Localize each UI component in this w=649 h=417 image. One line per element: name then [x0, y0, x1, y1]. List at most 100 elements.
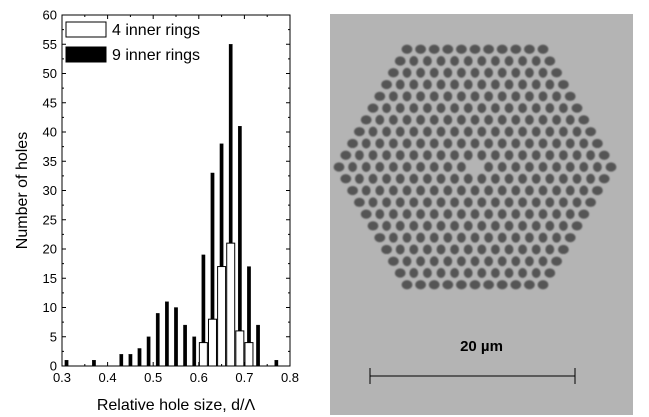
air-hole: [565, 114, 575, 125]
air-hole: [429, 162, 439, 172]
x-tick-label: 0.6: [190, 370, 208, 385]
air-hole: [375, 162, 385, 172]
air-hole: [586, 173, 595, 184]
air-hole: [423, 220, 432, 231]
air-hole: [491, 103, 500, 114]
air-hole: [450, 150, 459, 161]
air-hole: [511, 138, 521, 149]
air-hole: [525, 91, 534, 102]
air-hole: [579, 185, 589, 196]
air-hole: [389, 185, 398, 196]
air-hole: [463, 220, 473, 231]
air-hole: [402, 91, 412, 102]
air-hole: [428, 280, 440, 290]
air-hole: [531, 55, 541, 66]
air-hole: [579, 138, 589, 149]
air-hole: [484, 67, 493, 78]
air-hole: [551, 68, 562, 78]
air-hole: [531, 79, 541, 90]
air-hole: [423, 55, 432, 66]
air-hole: [450, 220, 459, 231]
air-hole: [470, 185, 480, 196]
air-hole: [477, 55, 487, 66]
air-hole: [578, 115, 590, 125]
air-hole: [518, 55, 527, 66]
air-hole: [382, 197, 391, 208]
x-tick-label: 0.4: [99, 370, 117, 385]
air-hole: [382, 173, 391, 184]
air-hole: [497, 162, 507, 172]
air-hole: [511, 232, 521, 243]
air-hole: [551, 256, 562, 266]
air-hole: [504, 55, 514, 66]
air-hole: [409, 268, 419, 279]
air-hole: [409, 103, 419, 114]
air-hole: [463, 268, 473, 279]
y-tick-label: 15: [43, 271, 57, 286]
legend-label: 9 inner rings: [112, 47, 200, 64]
x-tick-label: 0.5: [144, 370, 162, 385]
y-axis-label: Number of holes: [14, 132, 31, 249]
air-hole: [470, 232, 480, 243]
air-hole: [518, 197, 527, 208]
air-hole: [409, 55, 419, 66]
air-hole: [484, 138, 493, 149]
air-hole: [538, 114, 548, 125]
air-hole: [511, 256, 521, 267]
air-hole: [491, 126, 500, 137]
air-hole: [443, 114, 453, 125]
air-hole: [491, 173, 500, 184]
bar-9-rings: [119, 354, 124, 367]
air-hole: [463, 150, 473, 161]
air-hole: [552, 209, 561, 220]
air-hole: [388, 68, 399, 78]
air-hole: [470, 67, 480, 78]
air-hole: [504, 197, 514, 208]
air-hole: [504, 173, 514, 184]
air-hole: [477, 150, 487, 161]
air-hole: [531, 197, 541, 208]
air-hole: [402, 185, 412, 196]
air-hole: [436, 173, 446, 184]
air-hole: [524, 44, 535, 54]
air-hole: [538, 256, 548, 267]
air-hole: [450, 173, 459, 184]
air-hole: [442, 44, 454, 54]
air-hole: [537, 280, 549, 290]
air-hole: [381, 79, 392, 90]
air-hole: [423, 268, 432, 279]
bar-9-rings: [174, 307, 178, 367]
air-hole: [497, 67, 507, 78]
air-hole: [497, 114, 507, 125]
air-hole: [415, 280, 426, 290]
air-hole: [578, 209, 590, 219]
air-hole: [491, 220, 500, 231]
air-hole: [483, 280, 494, 290]
air-hole: [558, 244, 569, 255]
air-hole: [402, 67, 412, 78]
air-hole: [423, 79, 432, 90]
air-hole: [592, 138, 603, 149]
air-hole: [510, 280, 522, 290]
air-hole: [436, 103, 446, 114]
air-hole: [504, 79, 514, 90]
air-hole: [491, 244, 500, 255]
air-hole: [469, 280, 481, 290]
air-hole: [423, 197, 432, 208]
air-hole: [395, 126, 405, 137]
x-axis-label: Relative hole size, d/Λ: [97, 397, 256, 414]
air-hole: [496, 280, 508, 290]
air-hole: [545, 244, 555, 255]
air-hole: [443, 162, 453, 172]
air-hole: [416, 138, 425, 149]
air-hole: [395, 197, 405, 208]
air-hole: [429, 209, 439, 220]
air-hole: [544, 268, 556, 278]
air-hole: [457, 138, 466, 149]
bar-9-rings: [192, 336, 197, 367]
air-hole: [382, 220, 391, 231]
air-hole: [409, 79, 419, 90]
air-hole: [381, 244, 392, 255]
air-hole: [538, 91, 548, 102]
air-hole: [436, 79, 446, 90]
